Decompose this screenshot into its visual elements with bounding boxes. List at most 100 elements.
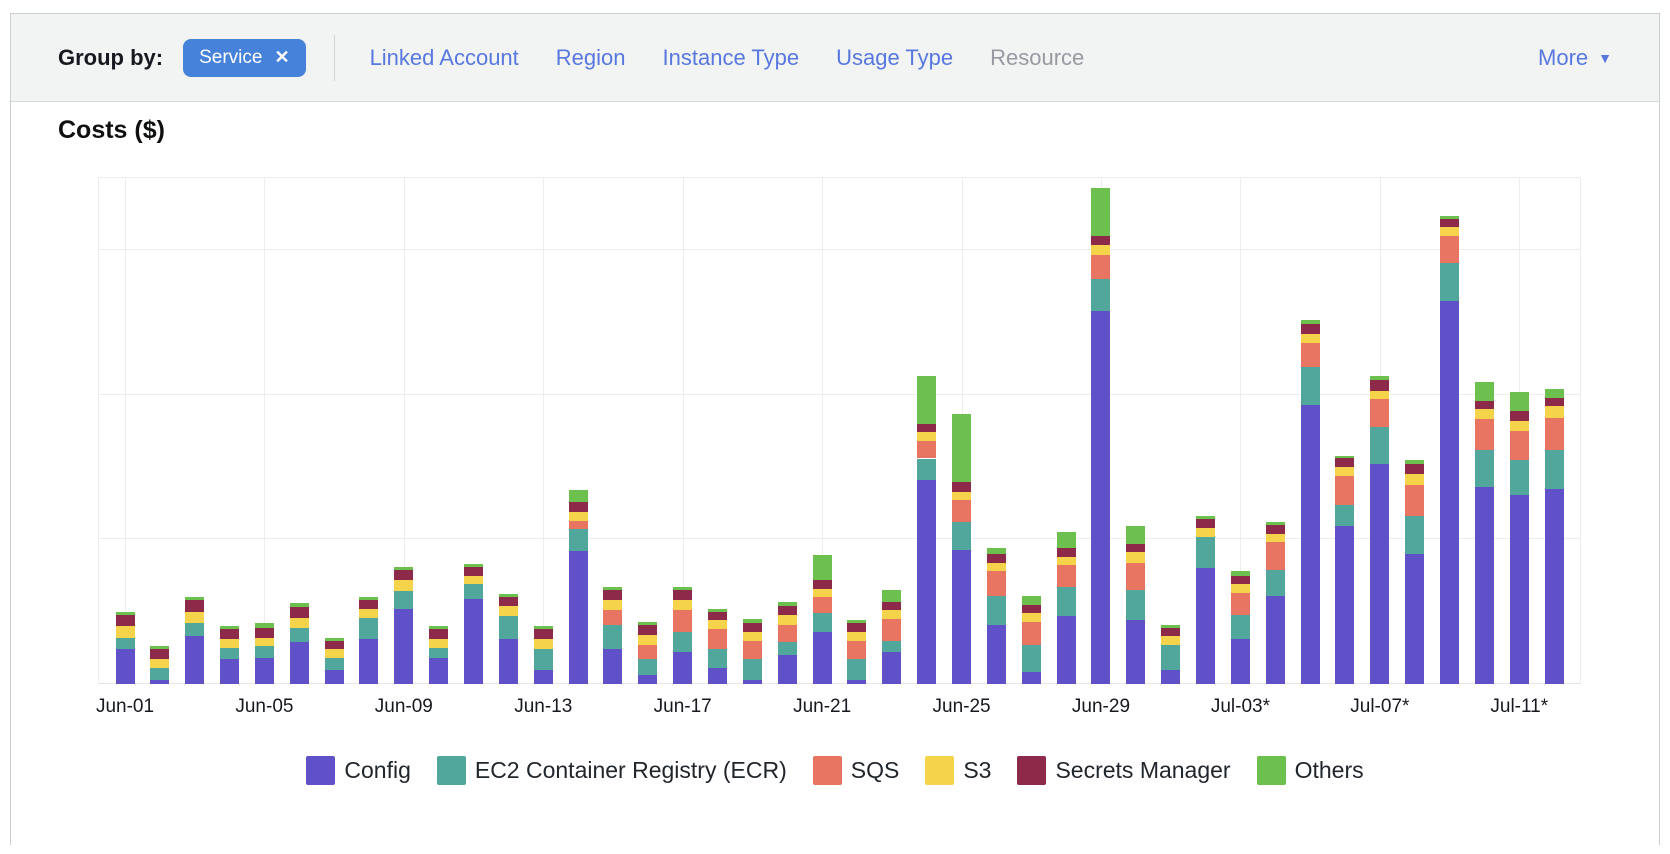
bar-segment-secrets-manager xyxy=(359,600,379,609)
bar-jun-01[interactable] xyxy=(115,611,135,684)
legend-swatch-others xyxy=(1256,756,1286,785)
legend-item-s3[interactable]: S3 xyxy=(925,756,991,785)
bar-segment-secrets-manager xyxy=(1544,397,1564,407)
bar-jun-10[interactable] xyxy=(429,626,449,684)
bar-segment-others xyxy=(359,597,379,601)
bar-jun-08[interactable] xyxy=(359,597,379,684)
legend-item-ec2-container-registry-ecr[interactable]: EC2 Container Registry (ECR) xyxy=(436,756,787,785)
bar-jun-02[interactable] xyxy=(150,646,170,684)
bar-jun-22[interactable] xyxy=(847,620,867,684)
legend-item-sqs[interactable]: SQS xyxy=(812,756,899,785)
bar-jul-07[interactable] xyxy=(1370,376,1390,684)
bar-jul-09[interactable] xyxy=(1440,215,1460,684)
bar-segment-sqs xyxy=(1440,235,1460,264)
bar-segment-sqs xyxy=(1300,342,1320,368)
bar-jun-15[interactable] xyxy=(603,587,623,684)
bar-jun-05[interactable] xyxy=(254,623,274,684)
bar-jul-10[interactable] xyxy=(1474,381,1494,684)
bar-segment-config xyxy=(1230,639,1250,684)
more-button[interactable]: More ▼ xyxy=(1538,45,1612,71)
bar-segment-others xyxy=(603,587,623,591)
bar-jul-01[interactable] xyxy=(1161,624,1181,684)
bar-jul-04[interactable] xyxy=(1265,522,1285,684)
bar-jun-26[interactable] xyxy=(986,548,1006,684)
bar-segment-ec2-container-registry-ecr xyxy=(1126,590,1146,621)
bar-jun-20[interactable] xyxy=(777,601,797,684)
bar-jun-13[interactable] xyxy=(533,626,553,684)
bar-jun-27[interactable] xyxy=(1021,595,1041,684)
bar-segment-others xyxy=(1161,624,1181,628)
bar-segment-s3 xyxy=(673,600,693,611)
bar-segment-config xyxy=(359,639,379,684)
bar-segment-sqs xyxy=(1056,565,1076,588)
bar-jun-16[interactable] xyxy=(638,621,658,684)
x-tick-label: Jul-03* xyxy=(1210,696,1270,717)
bar-segment-secrets-manager xyxy=(1126,543,1146,553)
tab-usage-type[interactable]: Usage Type xyxy=(836,44,954,70)
bar-jun-19[interactable] xyxy=(742,618,762,684)
bar-segment-sqs xyxy=(847,640,867,660)
chip-close-icon[interactable]: ✕ xyxy=(274,47,290,67)
bar-segment-secrets-manager xyxy=(952,481,972,492)
legend-swatch-ec2-container-registry-ecr xyxy=(436,756,466,785)
bar-jun-07[interactable] xyxy=(324,637,344,684)
bar-segment-s3 xyxy=(1370,390,1390,400)
bar-segment-ec2-container-registry-ecr xyxy=(533,649,553,670)
service-chip[interactable]: Service ✕ xyxy=(183,38,306,77)
bar-jul-06[interactable] xyxy=(1335,455,1355,684)
bar-jun-18[interactable] xyxy=(708,608,728,684)
bar-jun-30[interactable] xyxy=(1126,526,1146,684)
bar-jun-03[interactable] xyxy=(185,597,205,684)
bar-segment-s3 xyxy=(394,579,414,592)
bar-jul-03[interactable] xyxy=(1230,571,1250,684)
bar-segment-others xyxy=(952,413,972,482)
bar-segment-s3 xyxy=(812,588,832,598)
bar-jul-02[interactable] xyxy=(1196,516,1216,684)
legend-label: Config xyxy=(344,757,411,783)
bar-segment-s3 xyxy=(1265,533,1285,543)
bar-segment-ec2-container-registry-ecr xyxy=(498,616,518,640)
bar-segment-s3 xyxy=(1091,244,1111,255)
bar-segment-ec2-container-registry-ecr xyxy=(254,646,274,658)
bar-segment-ec2-container-registry-ecr xyxy=(1370,426,1390,465)
bar-segment-ec2-container-registry-ecr xyxy=(289,627,309,643)
bar-segment-secrets-manager xyxy=(777,605,797,615)
bar-jun-25[interactable] xyxy=(952,413,972,684)
bar-segment-config xyxy=(429,657,449,684)
gridline-horizontal xyxy=(98,177,1581,179)
legend-item-config[interactable]: Config xyxy=(306,756,411,785)
bar-jun-28[interactable] xyxy=(1056,532,1076,684)
bar-jun-29[interactable] xyxy=(1091,188,1111,684)
bar-segment-config xyxy=(708,668,728,684)
bar-jun-06[interactable] xyxy=(289,603,309,684)
bar-jul-08[interactable] xyxy=(1405,459,1425,684)
legend-item-others[interactable]: Others xyxy=(1256,756,1364,785)
bar-jul-05[interactable] xyxy=(1300,319,1320,684)
bar-segment-s3 xyxy=(1230,584,1250,593)
bar-segment-config xyxy=(1335,526,1355,684)
bar-segment-secrets-manager xyxy=(498,597,518,606)
bar-jun-14[interactable] xyxy=(568,490,588,684)
bar-jun-23[interactable] xyxy=(882,590,902,684)
bar-segment-config xyxy=(254,657,274,684)
bar-segment-sqs xyxy=(638,644,658,660)
bar-segment-others xyxy=(1335,455,1355,459)
tab-instance-type[interactable]: Instance Type xyxy=(662,44,800,70)
bar-jun-12[interactable] xyxy=(498,594,518,684)
tab-linked-account[interactable]: Linked Account xyxy=(369,44,519,70)
bar-jul-12[interactable] xyxy=(1544,389,1564,684)
x-tick-label: Jun-21 xyxy=(793,696,852,717)
bar-jun-24[interactable] xyxy=(917,376,937,684)
bar-jun-17[interactable] xyxy=(673,587,693,684)
bar-segment-s3 xyxy=(882,610,902,619)
bar-jun-11[interactable] xyxy=(464,564,484,684)
bar-jun-04[interactable] xyxy=(220,626,240,684)
bar-segment-s3 xyxy=(254,637,274,647)
bar-segment-s3 xyxy=(1161,636,1181,645)
bar-jun-09[interactable] xyxy=(394,566,414,684)
bar-jun-21[interactable] xyxy=(812,555,832,684)
legend-item-secrets-manager[interactable]: Secrets Manager xyxy=(1017,756,1231,785)
bar-segment-config xyxy=(115,649,135,684)
tab-region[interactable]: Region xyxy=(555,44,626,70)
bar-jul-11[interactable] xyxy=(1509,391,1529,684)
